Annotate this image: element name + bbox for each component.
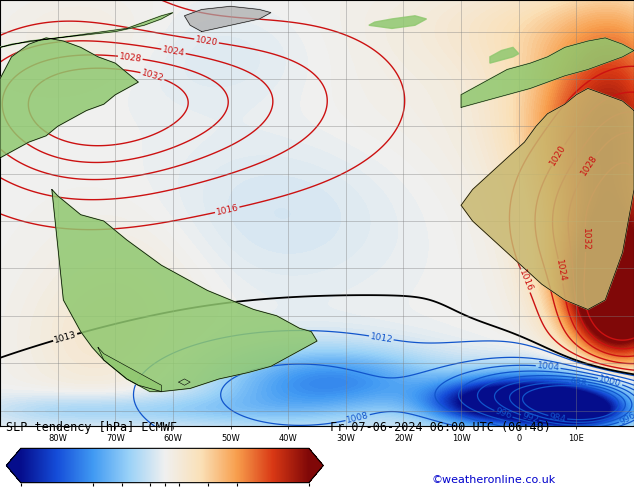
Polygon shape [0,13,173,48]
Text: 984: 984 [548,412,567,424]
Polygon shape [461,88,634,310]
Text: 1028: 1028 [579,153,600,177]
Polygon shape [461,38,634,107]
Text: 1004: 1004 [536,361,560,372]
Text: 1016: 1016 [517,269,534,294]
Text: 1032: 1032 [581,228,590,251]
Text: 1024: 1024 [554,259,567,283]
Text: Fr 07-06-2024 06:00 UTC (06+48): Fr 07-06-2024 06:00 UTC (06+48) [330,420,550,434]
PathPatch shape [309,448,323,483]
Text: 1008: 1008 [346,411,370,425]
Text: 1000: 1000 [598,374,623,389]
Text: 996: 996 [494,407,513,421]
Polygon shape [0,38,138,158]
Text: 1028: 1028 [119,51,142,63]
Text: 1024: 1024 [162,45,186,58]
Polygon shape [184,6,271,31]
Polygon shape [52,190,317,392]
Text: SLP tendency [hPa] ECMWF: SLP tendency [hPa] ECMWF [6,420,178,434]
Text: 988: 988 [569,378,588,389]
Polygon shape [98,347,162,392]
Polygon shape [369,16,427,28]
Text: 1016: 1016 [215,203,240,217]
Text: 992: 992 [521,411,540,424]
Text: 1020: 1020 [195,35,219,47]
Text: 1013: 1013 [53,330,77,345]
Text: 1020: 1020 [548,143,568,167]
Text: ©weatheronline.co.uk: ©weatheronline.co.uk [431,475,555,485]
PathPatch shape [6,448,21,483]
Polygon shape [490,48,519,63]
Text: 1012: 1012 [370,332,393,344]
Text: 1032: 1032 [140,68,165,83]
Text: 996: 996 [618,410,634,426]
